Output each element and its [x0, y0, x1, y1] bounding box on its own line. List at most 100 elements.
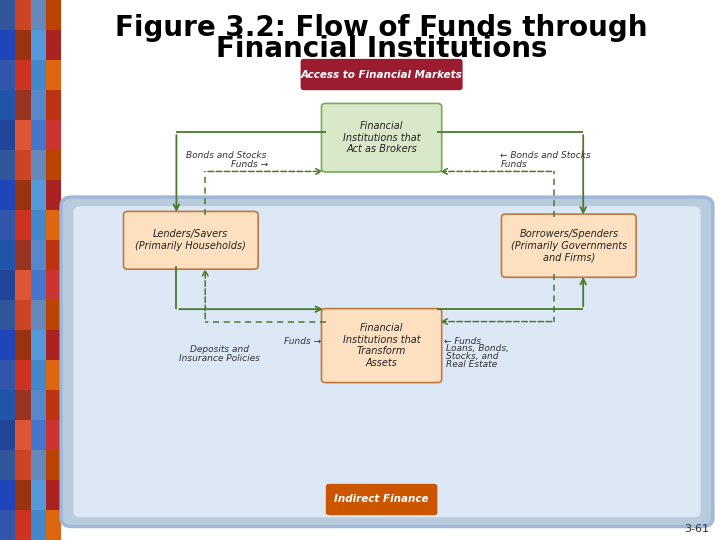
Bar [30, 90, 46, 120]
Bar [15, 120, 30, 150]
Bar [0, 90, 15, 120]
Bar [30, 330, 46, 360]
Bar [0, 120, 15, 150]
FancyBboxPatch shape [322, 309, 442, 382]
Bar [30, 510, 46, 540]
Bar [46, 420, 61, 450]
Text: Deposits and: Deposits and [190, 346, 249, 354]
Bar [15, 420, 30, 450]
Bar [46, 360, 61, 390]
Text: Financial Institutions: Financial Institutions [216, 35, 547, 63]
Bar [30, 210, 46, 240]
Bar [15, 0, 30, 30]
Bar [46, 390, 61, 420]
Text: Funds: Funds [500, 160, 527, 169]
Bar [46, 210, 61, 240]
Bar [30, 480, 46, 510]
Bar [0, 150, 15, 180]
FancyBboxPatch shape [73, 206, 701, 517]
Bar [15, 450, 30, 480]
Bar [46, 480, 61, 510]
Text: ← Funds: ← Funds [444, 337, 482, 346]
Text: Borrowers/Spenders
(Primarily Governments
and Firms): Borrowers/Spenders (Primarily Government… [510, 229, 627, 262]
Text: ← Bonds and Stocks: ← Bonds and Stocks [500, 151, 591, 160]
Bar [0, 480, 15, 510]
Bar [30, 60, 46, 90]
Bar [46, 510, 61, 540]
Bar [30, 240, 46, 270]
Bar [15, 510, 30, 540]
Bar [0, 210, 15, 240]
Bar [0, 180, 15, 210]
Text: Stocks, and: Stocks, and [446, 352, 499, 361]
Bar [15, 150, 30, 180]
Text: Funds →: Funds → [231, 160, 269, 169]
FancyBboxPatch shape [325, 484, 438, 515]
Bar [15, 390, 30, 420]
Text: Bonds and Stocks: Bonds and Stocks [186, 151, 266, 160]
Bar [46, 0, 61, 30]
Bar [0, 270, 15, 300]
Text: Indirect Finance: Indirect Finance [334, 495, 429, 504]
Text: Financial
Institutions that
Act as Brokers: Financial Institutions that Act as Broke… [343, 121, 420, 154]
Bar [0, 420, 15, 450]
Bar [30, 270, 46, 300]
Bar [0, 30, 15, 60]
Bar [0, 360, 15, 390]
Bar [0, 240, 15, 270]
Bar [0, 450, 15, 480]
Bar [15, 180, 30, 210]
Text: Lenders/Savers
(Primarily Households): Lenders/Savers (Primarily Households) [135, 230, 246, 251]
Bar [30, 300, 46, 330]
Bar [0, 0, 15, 30]
Bar [46, 30, 61, 60]
Bar [46, 120, 61, 150]
Bar [46, 300, 61, 330]
Bar [15, 480, 30, 510]
Text: Real Estate: Real Estate [446, 360, 498, 369]
Bar [46, 240, 61, 270]
Bar [30, 420, 46, 450]
Bar [30, 150, 46, 180]
Text: Figure 3.2: Flow of Funds through: Figure 3.2: Flow of Funds through [115, 14, 648, 42]
Bar [30, 450, 46, 480]
Bar [0, 60, 15, 90]
Bar [46, 450, 61, 480]
Bar [46, 60, 61, 90]
Text: Insurance Policies: Insurance Policies [179, 354, 260, 362]
FancyBboxPatch shape [501, 214, 636, 277]
Bar [15, 210, 30, 240]
Text: 3-61: 3-61 [684, 523, 709, 534]
Bar [0, 300, 15, 330]
Bar [15, 300, 30, 330]
Bar [0, 330, 15, 360]
Bar [15, 330, 30, 360]
Bar [46, 180, 61, 210]
Bar [0, 390, 15, 420]
Bar [30, 390, 46, 420]
Bar [15, 270, 30, 300]
Bar [46, 330, 61, 360]
FancyBboxPatch shape [322, 104, 442, 172]
Bar [46, 90, 61, 120]
Text: Loans, Bonds,: Loans, Bonds, [446, 344, 510, 353]
Text: Funds →: Funds → [284, 337, 321, 346]
Bar [15, 360, 30, 390]
Text: Access to Financial Markets: Access to Financial Markets [301, 70, 462, 79]
Bar [30, 180, 46, 210]
Bar [30, 360, 46, 390]
Bar [46, 150, 61, 180]
Bar [15, 60, 30, 90]
FancyBboxPatch shape [124, 211, 258, 269]
Bar [30, 120, 46, 150]
Text: Financial
Institutions that
Transform
Assets: Financial Institutions that Transform As… [343, 323, 420, 368]
FancyBboxPatch shape [301, 59, 463, 90]
Bar [30, 0, 46, 30]
Bar [30, 30, 46, 60]
Bar [46, 270, 61, 300]
Bar [15, 30, 30, 60]
Bar [15, 90, 30, 120]
Bar [15, 240, 30, 270]
FancyBboxPatch shape [61, 197, 713, 526]
Bar [0, 510, 15, 540]
